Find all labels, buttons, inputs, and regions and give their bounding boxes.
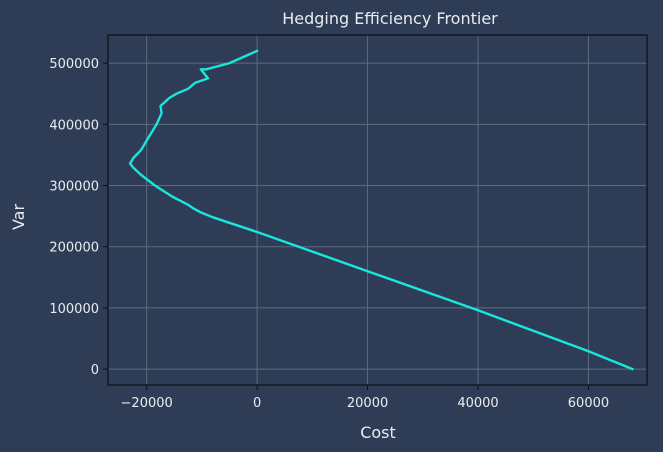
x-tick-label: 20000 <box>347 396 388 411</box>
x-tick-label: 40000 <box>457 396 498 411</box>
ticks: −20000 0 20000 40000 60000 0 100000 200000 30000… <box>49 57 609 411</box>
frontier-line <box>128 49 634 371</box>
y-tick-label: 200000 <box>49 241 99 256</box>
series-layer <box>128 49 634 371</box>
y-tick-label: 400000 <box>49 118 99 133</box>
y-tick-label: 100000 <box>49 302 99 317</box>
chart-title: Hedging Efficiency Frontier <box>282 9 498 28</box>
y-tick-label: 500000 <box>49 57 99 72</box>
plot-frame <box>107 34 648 386</box>
y-axis-label: Var <box>9 204 28 231</box>
y-tick-label: 0 <box>91 363 99 378</box>
x-tick-label: 0 <box>253 396 261 411</box>
y-tick-label: 300000 <box>49 180 99 195</box>
x-tick-label: 60000 <box>568 396 609 411</box>
x-tick-label: −20000 <box>121 396 173 411</box>
grid <box>108 35 647 385</box>
x-axis-label: Cost <box>360 423 396 442</box>
